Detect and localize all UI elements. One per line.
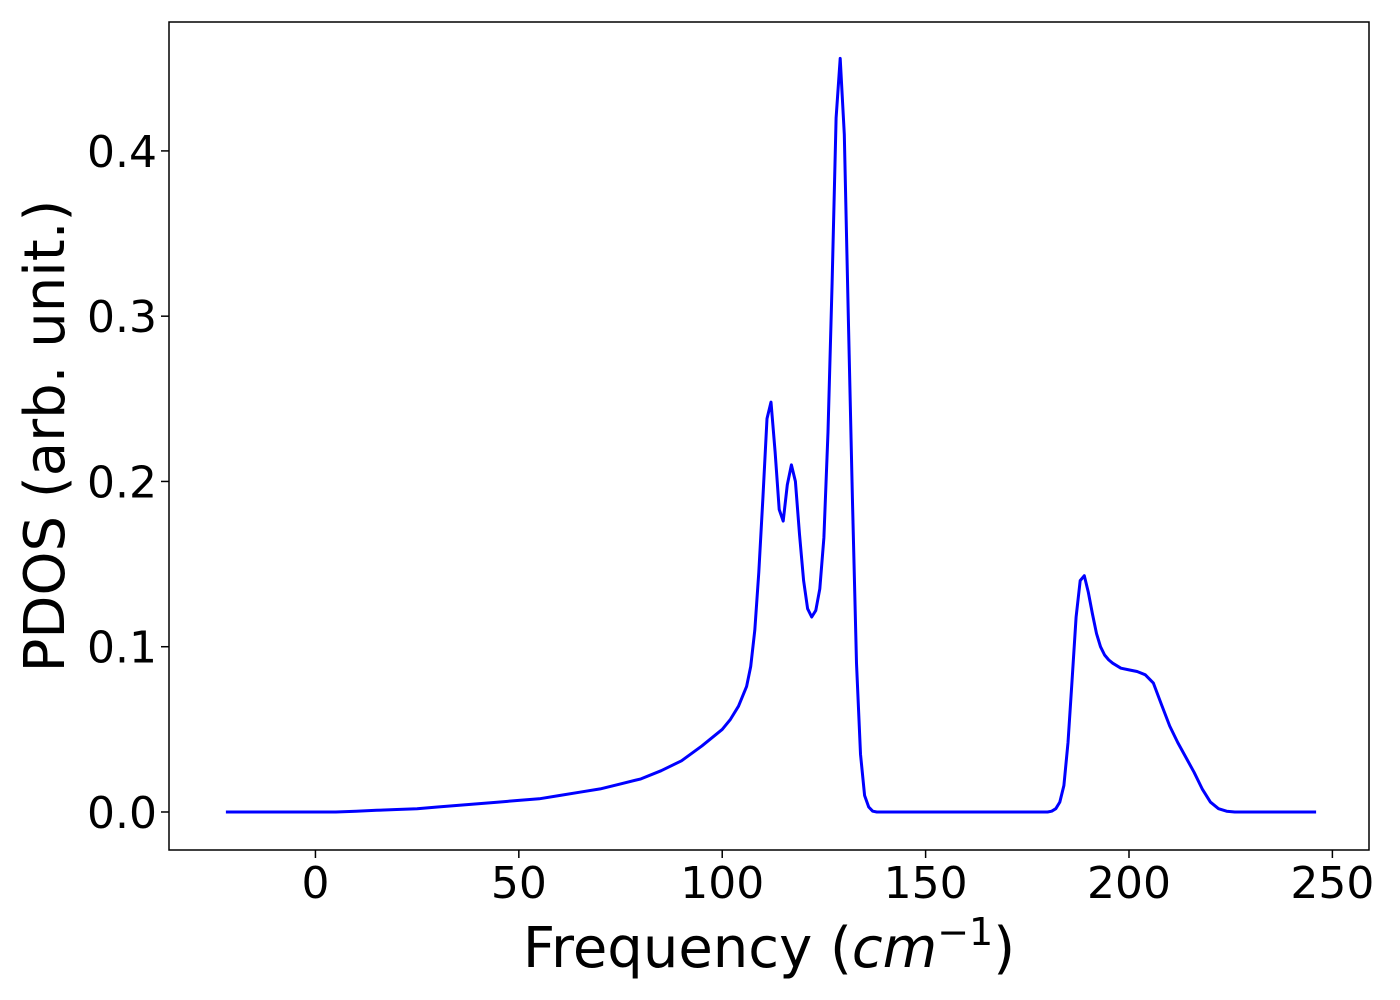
y-tick-label: 0.2 [87,457,157,508]
pdos-series-line [225,56,1317,814]
x-tick-label: 50 [491,858,547,909]
x-tick-label: 100 [680,858,764,909]
x-axis-label-close: ) [993,916,1015,981]
y-tick-label: 0.1 [87,623,157,674]
x-axis-ticks: 0 50 100 150 200 250 [301,850,1374,909]
plot-frame [168,21,1370,851]
x-axis-label-sup: −1 [937,910,993,954]
y-axis-label: PDOS (arb. unit.) [13,200,78,673]
x-tick-label: 0 [301,858,329,909]
x-tick-label: 200 [1087,858,1171,909]
x-axis-label: Frequency (cm−1) [523,910,1015,981]
x-tick-label: 250 [1290,858,1374,909]
y-tick-label: 0.3 [87,292,157,343]
y-tick-label: 0.4 [87,127,157,178]
plot-area [168,21,1370,851]
x-axis-label-text: Frequency ( [523,916,852,981]
x-axis-label-math: cm [852,916,937,981]
x-tick-label: 150 [884,858,968,909]
y-tick-label: 0.0 [87,788,157,839]
y-axis-ticks: 0.0 0.1 0.2 0.3 0.4 [87,127,169,839]
